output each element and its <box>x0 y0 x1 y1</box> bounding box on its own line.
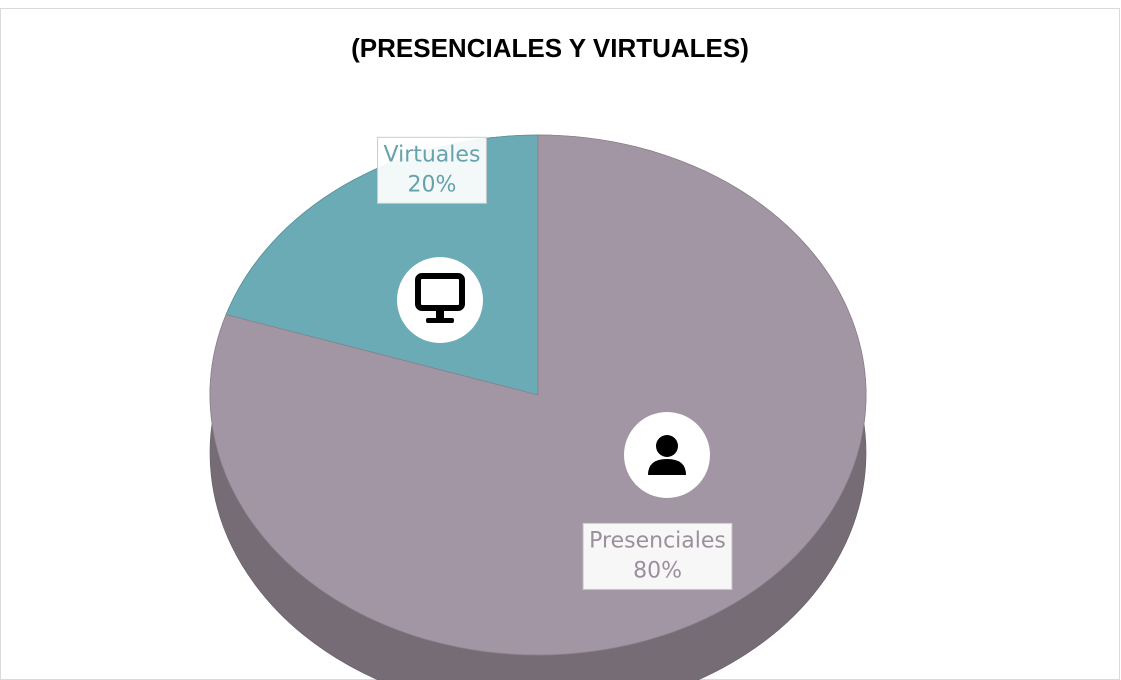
data-label-box <box>377 136 487 204</box>
value-label: 80% <box>633 558 682 583</box>
chart-title: (PRESENCIALES Y VIRTUALES) <box>351 33 749 63</box>
labels: Virtuales 20% Presenciales 80% <box>377 136 733 590</box>
category-label: Virtuales <box>384 142 481 167</box>
data-label-box <box>582 522 733 590</box>
category-label: Presenciales <box>589 528 726 553</box>
pie <box>209 134 867 680</box>
value-label: 20% <box>408 172 457 197</box>
